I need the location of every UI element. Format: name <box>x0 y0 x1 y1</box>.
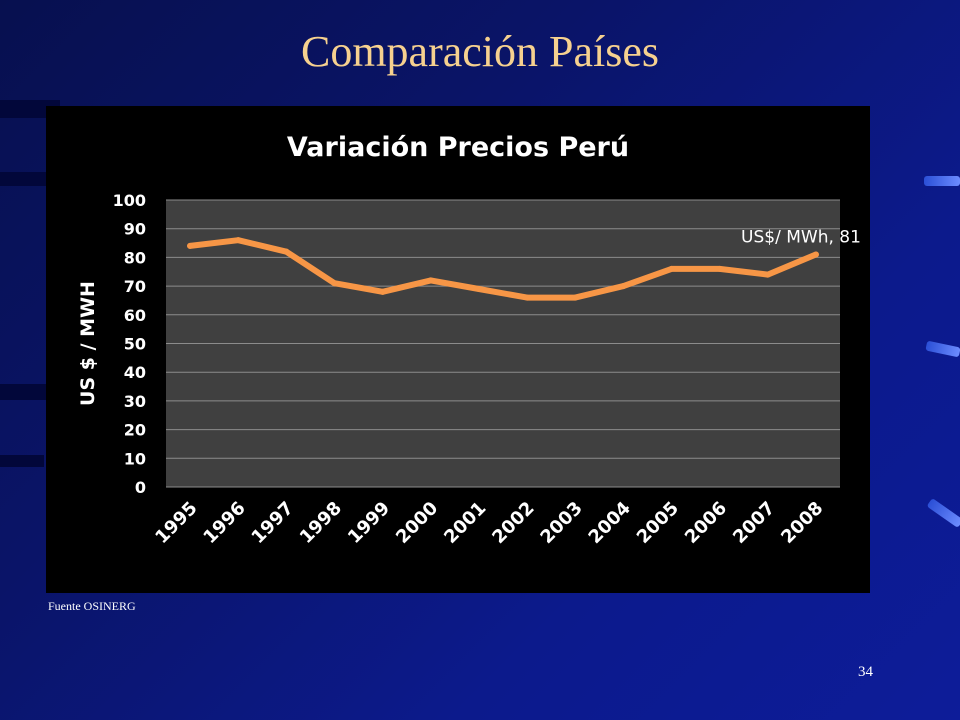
data-point <box>475 285 482 292</box>
x-tick-label: 1999 <box>344 498 394 548</box>
data-point <box>524 294 531 301</box>
x-tick-label: 2008 <box>777 498 827 548</box>
y-tick-label: 30 <box>124 392 146 411</box>
x-tick-label: 2007 <box>729 498 779 548</box>
data-point <box>283 248 290 255</box>
x-tick-label: 2002 <box>488 498 538 548</box>
x-tick-label: 2003 <box>536 498 586 548</box>
data-point <box>235 237 242 244</box>
x-tick-label: 2000 <box>392 498 442 548</box>
y-tick-label: 90 <box>124 220 146 239</box>
price-line-chart: 0 10 20 30 40 50 60 70 80 90 100 Variación Precios … <box>77 132 861 548</box>
source-note: Fuente OSINERG <box>48 599 136 613</box>
data-point <box>427 277 434 284</box>
x-tick-label: 2001 <box>440 498 490 548</box>
background-bar <box>0 172 52 186</box>
chart-title: Variación Precios Perú <box>287 132 629 163</box>
y-tick-label: 60 <box>124 306 146 325</box>
background-streak <box>925 340 960 358</box>
series-line <box>187 237 819 301</box>
background-bar <box>0 455 44 467</box>
y-tick-label: 70 <box>124 277 146 296</box>
data-point <box>764 271 771 278</box>
x-tick-label: 2004 <box>585 498 635 548</box>
chart-panel: 0 10 20 30 40 50 60 70 80 90 100 Variación Precios … <box>46 106 870 593</box>
data-point <box>187 242 194 249</box>
page-number: 34 <box>858 664 873 680</box>
x-tick-label: 2005 <box>633 498 683 548</box>
data-point <box>331 280 338 287</box>
background-streak <box>924 176 960 186</box>
background-bar <box>0 384 48 400</box>
x-tick-label: 2006 <box>681 498 731 548</box>
data-point <box>812 251 819 258</box>
data-point <box>716 265 723 272</box>
y-tick-label: 80 <box>124 248 146 267</box>
x-tick-label: 1995 <box>151 498 201 548</box>
data-point <box>379 288 386 295</box>
data-point <box>668 265 675 272</box>
data-point <box>572 294 579 301</box>
y-tick-label: 50 <box>124 335 146 354</box>
data-point <box>620 283 627 290</box>
y-tick-label: 10 <box>124 449 146 468</box>
y-tick-label: 40 <box>124 363 146 382</box>
background-streak <box>926 498 960 528</box>
y-tick-label: 0 <box>135 478 146 497</box>
y-axis-label: US $ / MWH <box>77 281 99 406</box>
x-tick-label: 1997 <box>248 498 298 548</box>
background-bar <box>0 100 60 118</box>
y-tick-label: 100 <box>113 191 146 210</box>
slide-title: Comparación Países <box>300 27 660 76</box>
x-tick-label: 1998 <box>296 498 346 548</box>
y-tick-label: 20 <box>124 421 146 440</box>
x-tick-label: 1996 <box>199 498 249 548</box>
data-label: US$/ MWh, 81 <box>741 228 861 248</box>
